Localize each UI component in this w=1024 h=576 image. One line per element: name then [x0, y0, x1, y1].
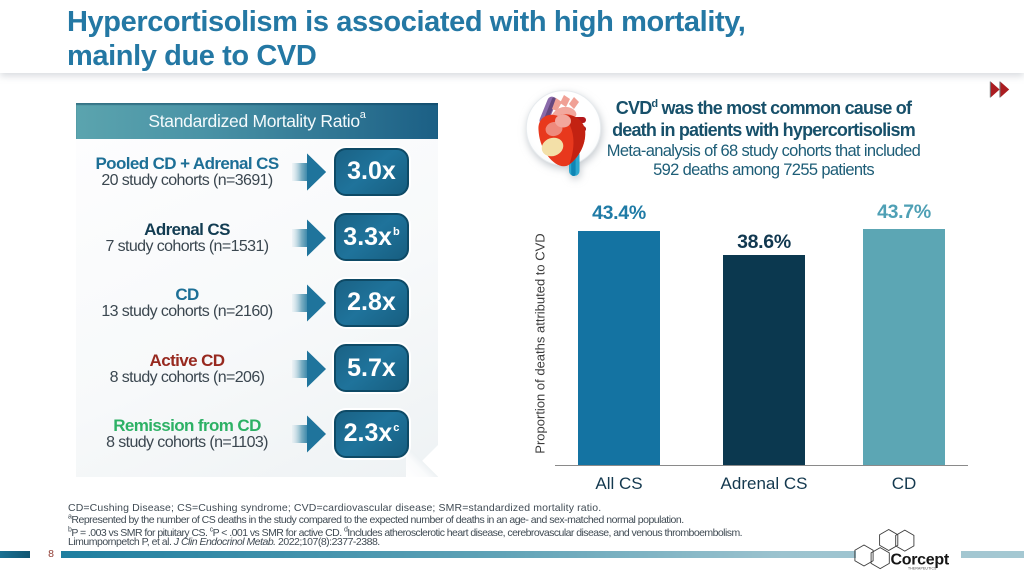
svg-text:THERAPEUTICS: THERAPEUTICS [908, 567, 937, 571]
svg-text:Corcept: Corcept [891, 552, 950, 569]
